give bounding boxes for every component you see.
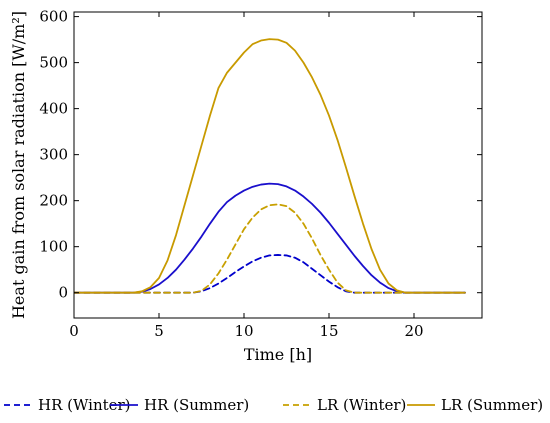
x-tick-label: 5 bbox=[154, 322, 164, 340]
series-line-hr-summer bbox=[74, 182, 466, 294]
x-axis: 0 5 10 15 20 bbox=[69, 12, 424, 340]
x-tick-label: 15 bbox=[319, 322, 338, 340]
y-tick-label: 300 bbox=[39, 146, 68, 164]
y-axis: 0 100 200 300 400 500 600 bbox=[39, 8, 482, 302]
legend-label: LR (Winter) bbox=[317, 396, 406, 414]
x-tick-label: 10 bbox=[234, 322, 253, 340]
legend-label: LR (Summer) bbox=[441, 396, 543, 414]
x-tick-label: 0 bbox=[69, 322, 79, 340]
legend-label: HR (Summer) bbox=[144, 396, 249, 414]
y-tick-label: 500 bbox=[39, 54, 68, 72]
y-axis-title: Heat gain from solar radiation [W/m²] bbox=[9, 11, 28, 319]
legend-label: HR (Winter) bbox=[38, 396, 131, 414]
y-tick-label: 0 bbox=[58, 284, 68, 302]
y-tick-label: 200 bbox=[39, 192, 68, 210]
x-tick-label: 20 bbox=[404, 322, 423, 340]
series-line-lr-summer bbox=[74, 38, 466, 294]
series-line-lr-winter bbox=[74, 203, 466, 294]
y-tick-label: 400 bbox=[39, 100, 68, 118]
series-layer bbox=[74, 38, 466, 294]
y-tick-label: 100 bbox=[39, 238, 68, 256]
x-axis-title: Time [h] bbox=[244, 345, 312, 364]
legend: HR (Winter) HR (Summer) LR (Winter) LR (Sum… bbox=[4, 396, 543, 414]
series-line-hr-winter bbox=[74, 254, 466, 294]
plot-frame bbox=[73, 11, 483, 319]
y-tick-label: 600 bbox=[39, 8, 68, 26]
